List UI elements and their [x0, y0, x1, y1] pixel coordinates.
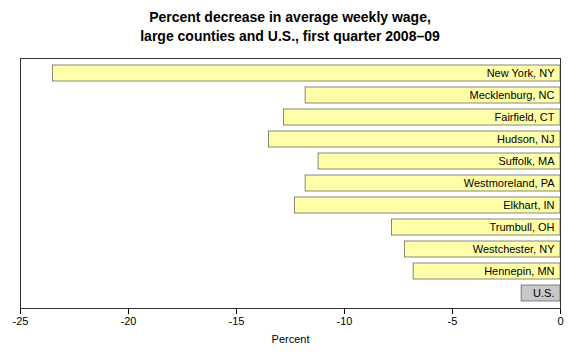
svg-text:Percent: Percent: [272, 332, 310, 344]
svg-text:Suffolk, MA: Suffolk, MA: [498, 155, 555, 167]
svg-text:Fairfield, CT: Fairfield, CT: [495, 111, 555, 123]
svg-text:Trumbull, OH: Trumbull, OH: [490, 221, 555, 233]
svg-text:-25: -25: [13, 315, 29, 327]
svg-text:-5: -5: [448, 315, 458, 327]
svg-text:U.S.: U.S.: [533, 287, 554, 299]
svg-text:0: 0: [557, 315, 563, 327]
svg-text:Hudson, NJ: Hudson, NJ: [497, 133, 554, 145]
html-text:Percent decrease in average we: Percent decrease in average weekly wage,…: [140, 9, 440, 44]
svg-text:-10: -10: [337, 315, 353, 327]
svg-text:Mecklenburg, NC: Mecklenburg, NC: [470, 89, 555, 101]
svg-text:-20: -20: [121, 315, 137, 327]
svg-text:-15: -15: [229, 315, 245, 327]
svg-text:Elkhart, IN: Elkhart, IN: [503, 199, 554, 211]
svg-text:Hennepin, MN: Hennepin, MN: [484, 265, 554, 277]
svg-text:Westmoreland, PA: Westmoreland, PA: [464, 177, 555, 189]
svg-text:New York, NY: New York, NY: [487, 67, 556, 79]
svg-text:Westchester, NY: Westchester, NY: [473, 243, 555, 255]
